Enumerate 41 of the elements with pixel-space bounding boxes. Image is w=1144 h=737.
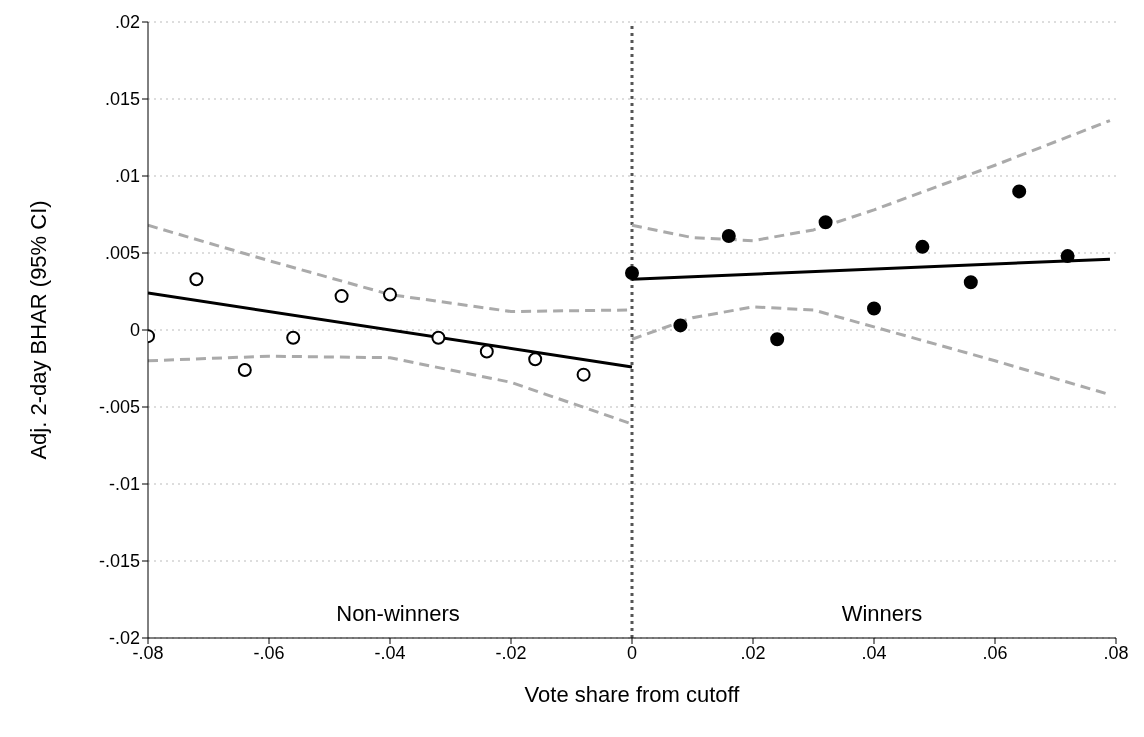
point (237, 363, 252, 378)
x-tick-label: 0 (626, 642, 638, 663)
annotation: Winners (841, 601, 923, 627)
point (963, 275, 978, 290)
point (625, 266, 639, 281)
point (189, 272, 204, 287)
y-tick-label: -.01 (108, 474, 140, 495)
y-tick-label: .01 (114, 166, 140, 187)
point (867, 301, 881, 316)
y-tick-label: -.015 (98, 551, 140, 572)
y-axis-title: Adj. 2-day BHAR (95% CI) (25, 200, 51, 460)
x-tick-label: .02 (740, 642, 766, 663)
x-tick-label: .06 (982, 642, 1008, 663)
y-tick-label: -.02 (108, 628, 140, 649)
point (818, 215, 833, 230)
x-tick-label: -.02 (495, 642, 527, 663)
y-tick-label: -.005 (98, 397, 140, 418)
point (334, 289, 349, 304)
y-tick-label: 0 (129, 320, 140, 341)
y-tick-label: .005 (104, 243, 140, 264)
annotation: Non-winners (336, 601, 460, 627)
point (479, 344, 494, 359)
x-axis-title: Vote share from cutoff (524, 682, 741, 707)
line-series (630, 119, 1112, 243)
x-tick-label: -.06 (253, 642, 285, 663)
point (576, 367, 591, 382)
point (1060, 249, 1075, 264)
point (528, 352, 543, 367)
y-tick-label: .015 (104, 89, 140, 110)
point (286, 330, 301, 345)
x-tick-label: .04 (861, 642, 887, 663)
x-tick-label: -.04 (374, 642, 406, 663)
point (383, 287, 397, 302)
x-tick-label: .08 (1103, 642, 1129, 663)
point (431, 330, 446, 345)
point (915, 239, 930, 254)
point (721, 229, 736, 244)
y-tick-label: .02 (114, 12, 140, 33)
point (770, 332, 785, 347)
point (1012, 184, 1027, 199)
point (673, 318, 688, 333)
